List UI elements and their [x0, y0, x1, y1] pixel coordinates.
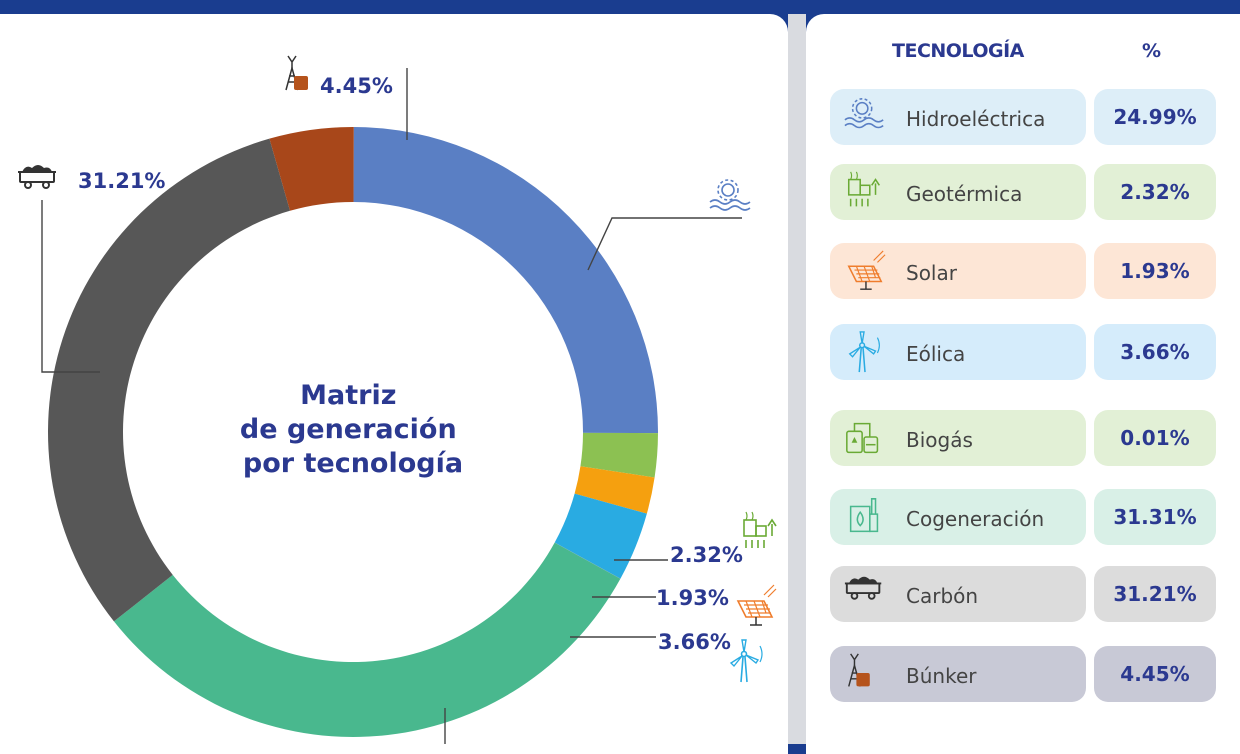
coal-cart-icon: [17, 164, 57, 189]
bunker-oil-icon: [848, 653, 871, 688]
donut-chart: Matriz de generación por tecnología 4.45…: [17, 55, 777, 744]
data-label-bunker: 4.45%: [320, 74, 393, 98]
technology-label: Cogeneración: [906, 507, 1045, 531]
percent-cell: 1.93%: [1094, 243, 1216, 299]
technology-label: Geotérmica: [906, 182, 1023, 206]
geothermal-icon: [743, 511, 777, 549]
leader-line-hydro: [587, 217, 742, 271]
technology-label: Hidroeléctrica: [906, 107, 1046, 131]
data-label-carbon: 31.21%: [78, 169, 165, 193]
percent-cell: 4.45%: [1094, 646, 1216, 702]
technology-label: Búnker: [906, 664, 977, 688]
slice-eolica: [554, 493, 647, 579]
slice-biogas: [554, 542, 621, 579]
biogas-icon: [846, 422, 879, 454]
data-label-eolica: 3.66%: [658, 630, 731, 654]
slice-cogeneracion: [113, 542, 621, 737]
percent-cell: 2.32%: [1094, 164, 1216, 220]
chart-title-line-3: por tecnología: [243, 448, 463, 479]
table-row: Cogeneración 31.31%: [830, 489, 1216, 545]
technology-cell: Eólica: [830, 324, 1086, 380]
solar-panel-icon: [847, 250, 886, 290]
table-row: Geotérmica 2.32%: [830, 164, 1216, 220]
percent-cell: 24.99%: [1094, 89, 1216, 145]
technology-label: Biogás: [906, 428, 973, 452]
percent-cell: 31.21%: [1094, 566, 1216, 622]
technology-label: Carbón: [906, 584, 979, 608]
slice-geotermica: [580, 432, 658, 478]
technology-cell: Solar: [830, 243, 1086, 299]
hydro-icon: [844, 98, 884, 129]
percent-cell: 0.01%: [1094, 410, 1216, 466]
technology-cell: Hidroeléctrica: [830, 89, 1086, 145]
coal-cart-icon: [843, 575, 883, 600]
chart-title-line-2: de generación: [240, 414, 457, 445]
table-row: Eólica 3.66%: [830, 324, 1216, 380]
table-header-technology: TECNOLOGÍA: [892, 40, 1024, 62]
table-row: Solar 1.93%: [830, 243, 1216, 299]
slice-hidroelectrica: [353, 127, 658, 434]
table-header-percent: %: [1142, 40, 1161, 62]
hydro-icon: [709, 179, 751, 211]
technology-cell: Búnker: [830, 646, 1086, 702]
slice-bunker: [269, 127, 354, 211]
data-label-solar: 1.93%: [656, 586, 729, 610]
technology-label: Eólica: [906, 342, 966, 366]
top-bar: [0, 0, 1240, 14]
chart-title: Matriz de generación por tecnología: [240, 380, 466, 479]
data-label-geo: 2.32%: [670, 543, 743, 567]
table-row: Hidroeléctrica 24.99%: [830, 89, 1216, 145]
panel-gap: [788, 14, 806, 744]
percent-cell: 3.66%: [1094, 324, 1216, 380]
technology-cell: Biogás: [830, 410, 1086, 466]
solar-panel-icon: [737, 584, 777, 626]
slice-solar: [574, 466, 655, 514]
table-row: Biogás 0.01%: [830, 410, 1216, 466]
table-row: Búnker 4.45%: [830, 646, 1216, 702]
cogeneration-icon: [849, 498, 879, 533]
technology-cell: Cogeneración: [830, 489, 1086, 545]
technology-cell: Geotérmica: [830, 164, 1086, 220]
wind-turbine-icon: [848, 331, 881, 373]
bunker-oil-icon: [285, 55, 309, 91]
chart-title-line-1: Matriz: [300, 380, 396, 411]
leader-line-carbon: [41, 200, 100, 373]
percent-cell: 31.31%: [1094, 489, 1216, 545]
technology-cell: Carbón: [830, 566, 1086, 622]
slice-carbon: [47, 138, 290, 622]
technology-label: Solar: [906, 261, 957, 285]
wind-turbine-icon: [730, 639, 763, 683]
table-row: Carbón 31.21%: [830, 566, 1216, 622]
geothermal-icon: [847, 171, 881, 208]
